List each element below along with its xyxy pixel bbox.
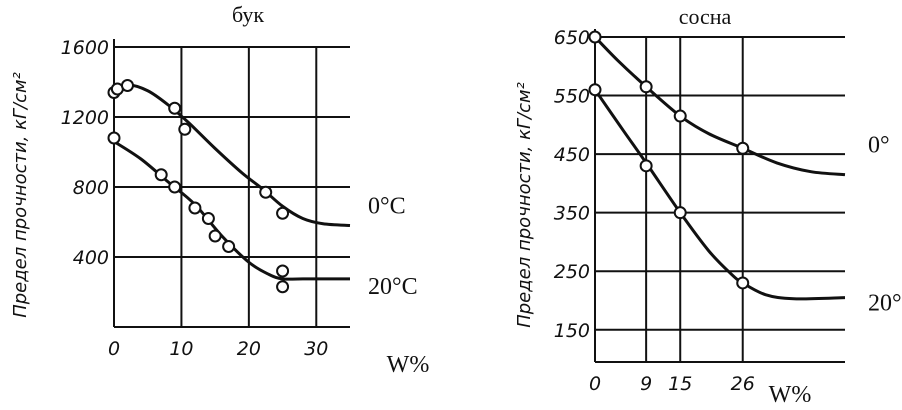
x-tick-label: 30: [304, 338, 328, 360]
chart-panel-beech: 400 800 1200 1600 0 10 20 30 бук Предел прочности…: [10, 2, 429, 378]
data-point: [168, 101, 182, 115]
x-tick-label: 20: [237, 338, 261, 360]
data-point: [168, 180, 182, 194]
data-point: [639, 80, 653, 94]
y-tick-label: 800: [73, 177, 109, 199]
data-point: [588, 83, 602, 97]
data-point: [201, 212, 215, 225]
y-tick-label: 250: [554, 261, 590, 283]
series-label: 20°C: [368, 274, 418, 300]
x-tick-label: 9: [640, 373, 652, 395]
chart-panel-pine: 150 250 350 450 550 650 0 9 15 26 сосна Предел проч…: [514, 4, 902, 408]
data-point: [639, 159, 653, 173]
data-point: [736, 276, 750, 290]
series-curve-1: [113, 83, 351, 227]
data-point: [107, 131, 121, 145]
x-tick-label: 26: [731, 373, 755, 395]
data-point: [178, 122, 192, 136]
data-point: [188, 201, 202, 215]
chart-title: бук: [232, 2, 264, 27]
series-label: 20°: [868, 291, 902, 317]
series-curve-1: [593, 35, 846, 177]
y-tick-label: 450: [554, 144, 590, 166]
data-point: [276, 206, 290, 220]
series-curve-2: [113, 140, 350, 281]
x-tick-label: 10: [169, 338, 193, 360]
data-point: [673, 109, 687, 123]
data-point: [673, 206, 687, 220]
y-tick-label: 1200: [61, 107, 109, 129]
data-point: [120, 79, 134, 92]
data-point: [259, 185, 273, 199]
data-point: [276, 264, 290, 278]
y-axis-label: Предел прочности, кГ/см²: [514, 82, 535, 328]
chart-title: сосна: [679, 4, 732, 29]
y-tick-label: 650: [554, 27, 590, 49]
x-tick-label: 0: [108, 338, 120, 360]
data-point: [154, 168, 168, 182]
y-tick-label: 150: [554, 320, 590, 342]
y-tick-label: 550: [554, 86, 590, 108]
data-point: [208, 229, 222, 243]
y-tick-label: 400: [73, 247, 109, 269]
data-point: [736, 141, 750, 155]
y-tick-label: 350: [554, 203, 590, 225]
series-label: 0°: [868, 133, 890, 159]
y-tick-label: 1600: [61, 37, 109, 59]
x-axis-label: W%: [387, 352, 430, 378]
series-curve-2: [593, 88, 846, 301]
x-tick-label: 0: [589, 373, 601, 395]
data-point: [588, 30, 602, 44]
data-point: [222, 240, 236, 253]
data-point: [276, 280, 290, 294]
x-tick-label: 15: [668, 373, 692, 395]
x-axis-label: W%: [769, 382, 812, 408]
y-axis-label: Предел прочности, кГ/см²: [10, 72, 31, 318]
series-label: 0°C: [368, 194, 406, 220]
